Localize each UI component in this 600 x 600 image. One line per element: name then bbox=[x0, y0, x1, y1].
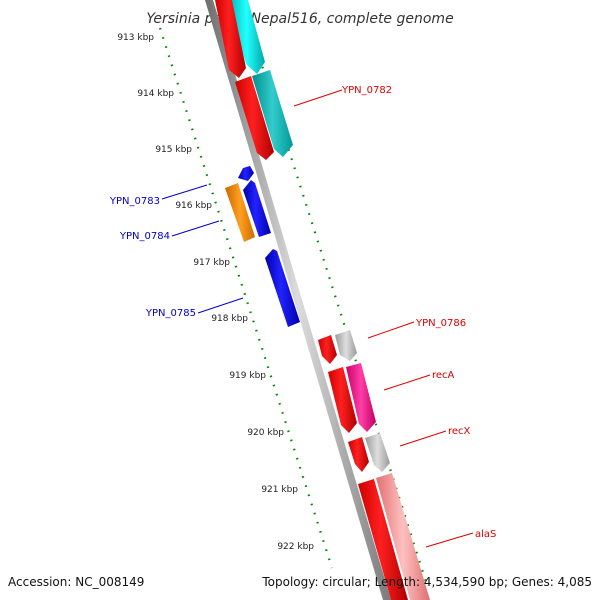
cds-red-ypn0786 bbox=[318, 335, 337, 364]
genome-backbone bbox=[205, 0, 391, 600]
gene-label-YPN_0784[interactable]: YPN_0784 bbox=[119, 231, 170, 242]
tick-label: 917 kbp bbox=[193, 258, 230, 268]
cds-blue-ypn0783 bbox=[238, 166, 254, 181]
red-strand-features bbox=[215, 0, 408, 600]
map-title: Yersinia pestis Nepal516, complete genom… bbox=[146, 11, 453, 27]
gene-label-recA[interactable]: recA bbox=[432, 370, 455, 381]
cds-orange-ypn0784 bbox=[225, 183, 255, 242]
cds-gray-2 bbox=[365, 433, 390, 472]
gene-label-YPN_0786[interactable]: YPN_0786 bbox=[415, 318, 466, 329]
cds-red-alaS bbox=[358, 479, 408, 600]
accession-text: Accession: NC_008149 bbox=[8, 575, 144, 589]
cds-cyan-top bbox=[228, 0, 265, 74]
cds-red-top bbox=[215, 0, 246, 78]
cds-red-recX bbox=[348, 437, 369, 472]
forward-strand-features bbox=[228, 0, 430, 600]
kbp-scale: 913 kbp 914 kbp 915 kbp 916 kbp 917 kbp … bbox=[117, 33, 314, 552]
gene-label-YPN_0783[interactable]: YPN_0783 bbox=[109, 196, 160, 207]
tick-label: 915 kbp bbox=[155, 145, 192, 155]
gene-labels: YPN_0782 YPN_0783 YPN_0784 YPN_0785 YPN_… bbox=[109, 85, 496, 540]
tick-label: 919 kbp bbox=[229, 371, 266, 381]
cds-red-ypn0782 bbox=[235, 76, 274, 160]
cds-blue-ypn0784 bbox=[243, 180, 271, 237]
tick-label: 922 kbp bbox=[277, 542, 314, 552]
reverse-strand-features bbox=[225, 166, 300, 327]
gene-label-YPN_0785[interactable]: YPN_0785 bbox=[145, 308, 196, 319]
tick-label: 913 kbp bbox=[117, 33, 154, 43]
cds-blue-ypn0785 bbox=[265, 249, 300, 327]
cds-magenta bbox=[346, 363, 376, 432]
tick-label: 918 kbp bbox=[211, 314, 248, 324]
tick-label: 914 kbp bbox=[137, 89, 174, 99]
gene-label-alaS[interactable]: alaS bbox=[475, 529, 496, 540]
gene-label-leaders bbox=[161, 89, 474, 548]
gene-label-YPN_0782[interactable]: YPN_0782 bbox=[341, 85, 392, 96]
cds-pink-alaS bbox=[376, 473, 430, 600]
cds-teal bbox=[252, 70, 293, 157]
gc-skew-track-right bbox=[243, 11, 428, 583]
cds-gray-1 bbox=[335, 330, 357, 361]
tick-label: 921 kbp bbox=[261, 485, 298, 495]
gene-label-recX[interactable]: recX bbox=[448, 426, 471, 437]
tick-label: 920 kbp bbox=[247, 428, 284, 438]
cds-red-recA bbox=[328, 367, 357, 433]
genome-summary-text: Topology: circular; Length: 4,534,590 bp… bbox=[261, 575, 592, 589]
tick-label: 916 kbp bbox=[175, 201, 212, 211]
